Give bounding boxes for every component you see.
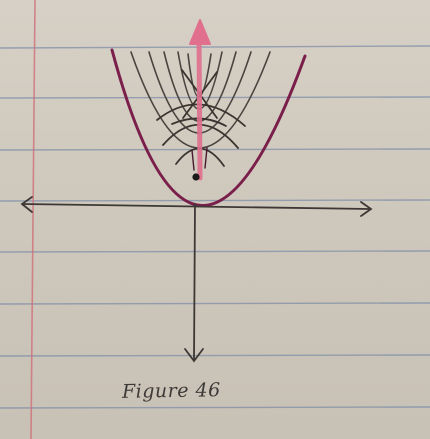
ruled-lines <box>0 45 430 409</box>
rule-line <box>0 45 430 49</box>
x-axis-right-arrowhead <box>360 201 373 217</box>
focus-dot <box>192 173 200 181</box>
shading-mark <box>204 147 208 169</box>
y-axis-line <box>193 203 196 361</box>
pink-arrow <box>189 19 211 181</box>
horizontal-axis <box>20 196 373 217</box>
margin-line <box>30 0 36 439</box>
rule-line <box>0 96 430 99</box>
pink-arrow-shaft <box>196 31 203 181</box>
rule-line <box>0 302 430 305</box>
figure-caption: Figure 46 <box>121 379 221 403</box>
x-axis-line <box>22 203 371 210</box>
y-axis-down-arrowhead <box>184 348 204 363</box>
rule-line <box>0 354 430 357</box>
vertical-axis <box>184 203 204 363</box>
shading-marks <box>191 147 208 171</box>
x-axis-left-arrowhead <box>20 196 33 213</box>
pink-arrow-head <box>189 19 211 45</box>
rule-line <box>0 199 430 202</box>
rule-line <box>0 406 430 409</box>
shading-mark <box>191 149 195 171</box>
rule-line <box>0 148 430 151</box>
rule-line <box>0 250 430 253</box>
outer-parabola <box>110 48 307 207</box>
